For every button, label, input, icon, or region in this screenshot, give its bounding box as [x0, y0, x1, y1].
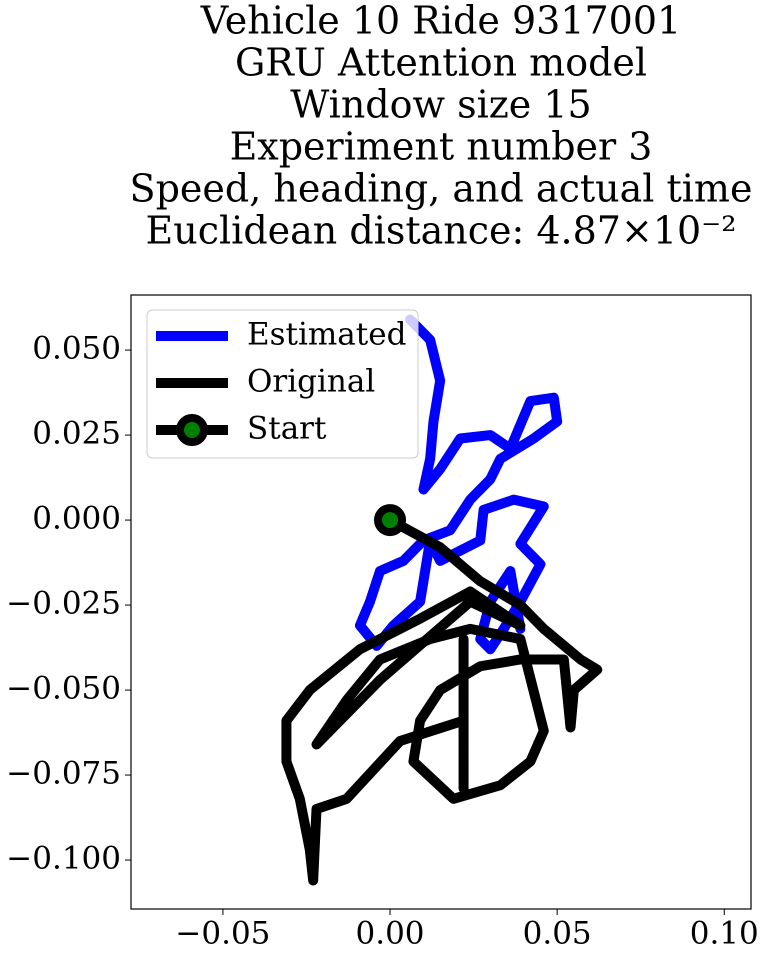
x-tick-label: 0.10 — [690, 916, 759, 952]
chart-title: Speed, heading, and actual time — [130, 167, 753, 211]
chart-title: Experiment number 3 — [230, 125, 653, 169]
legend-label: Estimated — [247, 317, 406, 353]
series-line — [281, 515, 603, 886]
plot-area — [281, 314, 603, 886]
legend-label: Original — [247, 364, 375, 400]
chart-title: GRU Attention model — [235, 41, 647, 85]
legend-box — [146, 309, 419, 459]
y-tick-label: 0.050 — [32, 331, 121, 367]
legend-marker — [176, 414, 208, 446]
plot-frame — [130, 294, 752, 910]
y-tick-label: −0.025 — [6, 586, 121, 622]
y-tick-label: −0.075 — [6, 756, 121, 792]
start-marker — [374, 504, 407, 537]
y-tick-label: 0.000 — [32, 501, 121, 537]
chart-title: Euclidean distance: 4.87×10⁻² — [146, 209, 737, 253]
x-tick-label: −0.05 — [175, 916, 270, 952]
legend: Estimated Original Start — [146, 309, 419, 459]
y-tick-label: −0.100 — [6, 841, 121, 877]
y-tick-label: −0.050 — [6, 671, 121, 707]
y-tick-label: 0.025 — [32, 416, 121, 452]
x-tick-label: 0.00 — [356, 916, 425, 952]
legend-label: Start — [247, 411, 327, 447]
chart-title: Window size 15 — [290, 83, 591, 127]
x-tick-label: 0.05 — [523, 916, 592, 952]
chart-title: Vehicle 10 Ride 9317001 — [200, 0, 681, 43]
series-line — [354, 314, 563, 655]
